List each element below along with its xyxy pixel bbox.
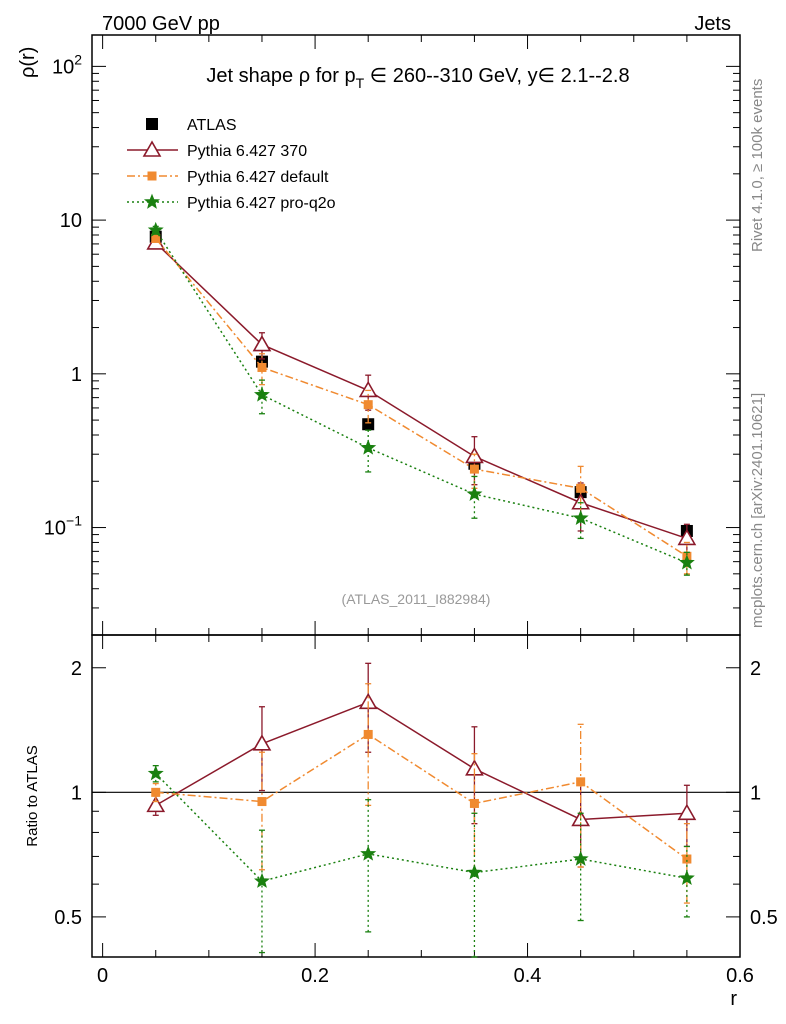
series-atlas <box>149 230 693 537</box>
data-point-pdefault <box>257 362 267 372</box>
tick-base: 10 <box>44 518 66 540</box>
legend-marker-p370 <box>142 140 162 157</box>
main-y-axis-label: ρ(r) <box>17 47 39 78</box>
x-axis-label: r <box>730 988 737 1010</box>
data-point-proq2o <box>147 221 164 237</box>
series-line-pdefault <box>155 237 688 557</box>
ratio-y-axis-label: Ratio to ATLAS <box>24 745 41 846</box>
tick-base: 10 <box>52 56 74 78</box>
ratio-y-tick-label: 0.5 <box>54 907 82 929</box>
ratio-y-tick-label: 1 <box>71 782 82 804</box>
x-tick-label: 0.2 <box>301 965 329 987</box>
data-point-proq2o <box>678 554 695 570</box>
data-point-proq2o <box>466 864 483 880</box>
header-category-label: Jets <box>694 13 731 35</box>
data-point-pdefault <box>363 400 373 410</box>
legend-marker-proq2o <box>143 193 161 209</box>
data-point-p370 <box>677 803 697 821</box>
data-point-proq2o <box>253 872 270 888</box>
main-y-tick-label: 102 <box>52 51 82 78</box>
data-point-pdefault <box>576 483 586 493</box>
ratio-y-tick-label: 2 <box>71 658 82 680</box>
data-point-p370 <box>677 528 697 546</box>
series-pdefault <box>151 233 692 575</box>
data-point-proq2o <box>360 845 377 861</box>
data-point-p370 <box>146 795 166 813</box>
ratio-series-group <box>146 662 697 958</box>
side-mcplots-label: mcplots.cern.ch [arXiv:2401.10621] <box>749 393 766 628</box>
series-pdefault <box>151 683 692 904</box>
x-tick-label: 0.4 <box>514 965 542 987</box>
side-rivet-label: Rivet 4.1.0, ≥ 100k events <box>749 79 766 252</box>
data-point-pdefault <box>363 729 373 739</box>
data-point-pdefault <box>576 777 586 787</box>
data-point-pdefault <box>151 787 161 797</box>
legend-marker-atlas <box>146 118 158 130</box>
main-y-tick-label: 10 <box>60 210 82 232</box>
ratio-y-tick-label-right: 0.5 <box>750 907 778 929</box>
ratio-plot-frame <box>91 634 741 958</box>
series-line-p370 <box>155 242 688 540</box>
data-point-p370 <box>252 334 272 352</box>
data-point-pdefault <box>469 798 479 808</box>
data-point-proq2o <box>253 386 270 402</box>
series-line-p370 <box>155 701 687 821</box>
legend-label-pdefault: Pythia 6.427 default <box>187 169 329 186</box>
analysis-watermark: (ATLAS_2011_I882984) <box>342 591 491 607</box>
series-line-pdefault <box>155 733 688 860</box>
legend: ATLAS Pythia 6.427 370 Pythia 6.427 defaul… <box>127 117 336 212</box>
ratio-y-tick-label-right: 1 <box>750 782 761 804</box>
x-tick-label: 0.6 <box>726 965 754 987</box>
main-plot-title: Jet shape ρ for pT ∈ 260--310 GeV, y∈ 2.… <box>206 65 629 91</box>
data-point-atlas <box>362 418 375 431</box>
data-point-proq2o <box>147 765 164 781</box>
data-point-pdefault <box>151 233 161 243</box>
ratio-y-tick-label-right: 2 <box>750 658 761 680</box>
data-point-proq2o <box>466 485 483 501</box>
ratio-axes: 2 2 1 1 0.5 0.5 0 0.2 0.4 0.6 <box>54 635 778 987</box>
series-p370 <box>146 662 697 868</box>
series-p370 <box>146 233 697 557</box>
series-proq2o <box>147 221 695 576</box>
data-point-p370 <box>358 380 378 398</box>
data-point-pdefault <box>469 464 479 474</box>
legend-label-proq2o: Pythia 6.427 pro-q2o <box>187 195 336 212</box>
data-point-proq2o <box>360 439 377 455</box>
series-proq2o <box>147 765 695 958</box>
data-point-proq2o <box>572 509 589 526</box>
x-tick-label: 0 <box>97 965 108 987</box>
legend-label-p370: Pythia 6.427 370 <box>187 143 307 160</box>
legend-label-atlas: ATLAS <box>187 117 237 134</box>
header-energy-label: 7000 GeV pp <box>102 13 220 35</box>
legend-marker-pdefault <box>147 171 157 181</box>
series-line-proq2o <box>155 229 688 564</box>
data-point-pdefault <box>257 797 267 807</box>
title-suffix: ∈ 260--310 GeV, y∈ 2.1--2.8 <box>364 65 629 87</box>
main-y-tick-label: 1 <box>71 364 82 386</box>
main-series-group <box>146 221 697 576</box>
data-point-proq2o <box>572 850 589 866</box>
data-point-pdefault <box>682 854 692 864</box>
title-subscript: T <box>356 75 365 91</box>
series-line-proq2o <box>155 773 688 882</box>
tick-exponent: 2 <box>74 51 82 67</box>
data-point-proq2o <box>678 869 695 886</box>
data-point-p370 <box>252 734 272 751</box>
title-prefix: Jet shape ρ for p <box>206 65 355 87</box>
main-y-tick-label: 10−1 <box>44 513 82 540</box>
tick-exponent: −1 <box>66 513 82 529</box>
